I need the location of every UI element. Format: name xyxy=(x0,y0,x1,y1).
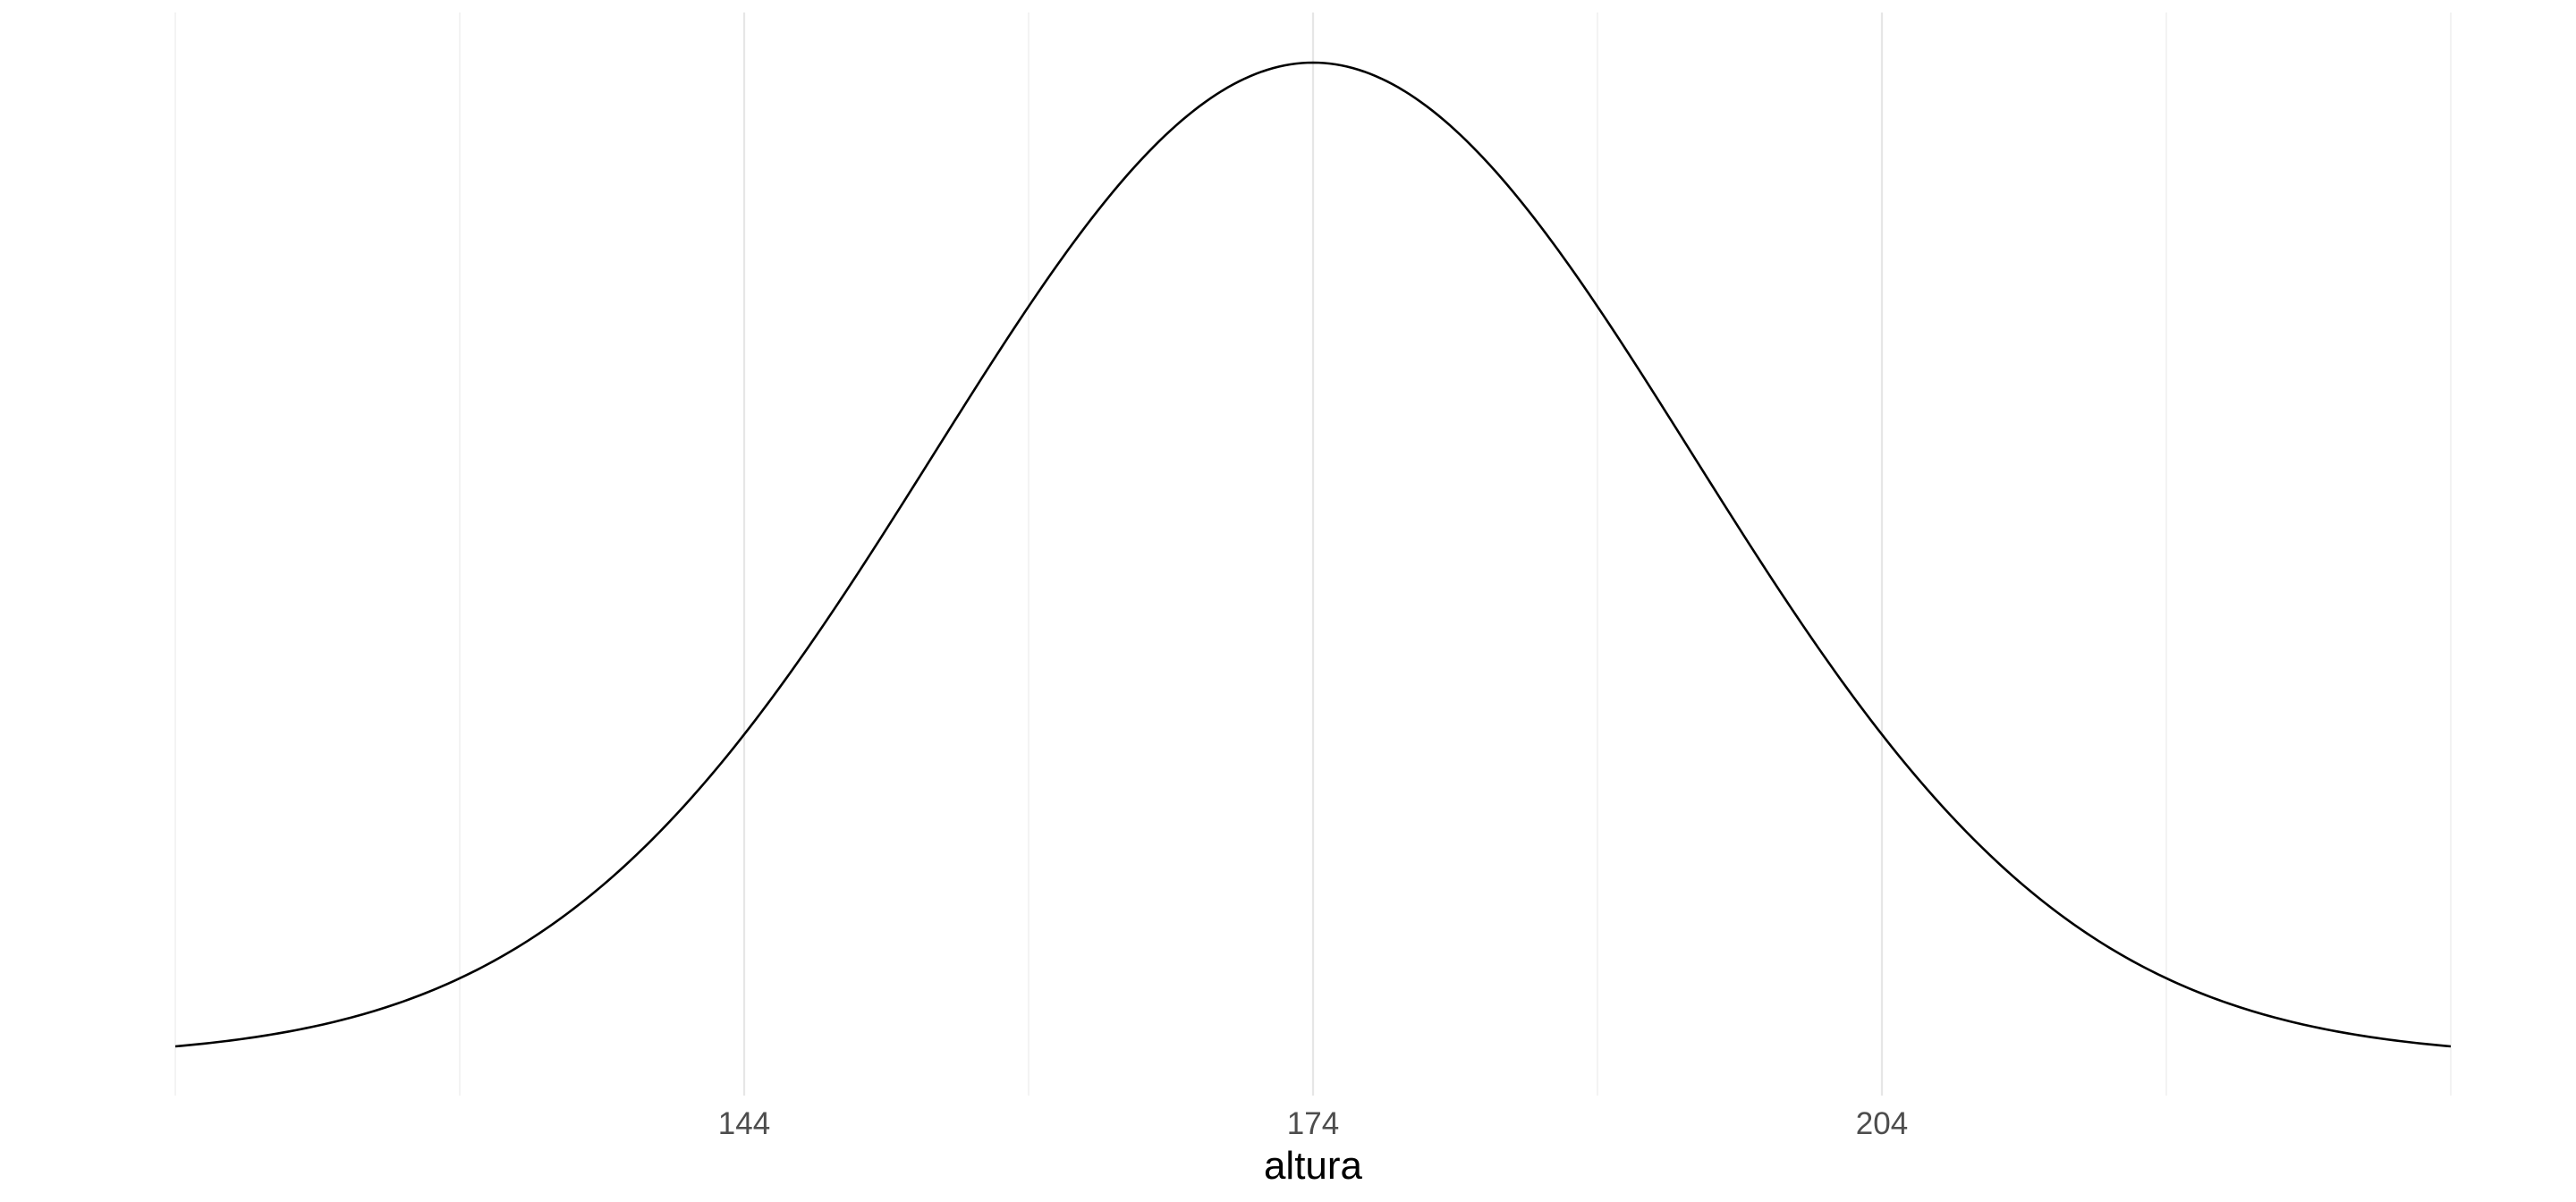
x-tick-label: 144 xyxy=(718,1106,770,1141)
density-curve xyxy=(174,61,2452,1048)
x-axis-ticks: 144 174 204 xyxy=(718,1106,1908,1141)
x-tick-label: 204 xyxy=(1856,1106,1908,1141)
x-axis-title: altura xyxy=(1264,1144,1363,1188)
gridlines xyxy=(174,13,2452,1096)
x-tick-label: 174 xyxy=(1287,1106,1339,1141)
